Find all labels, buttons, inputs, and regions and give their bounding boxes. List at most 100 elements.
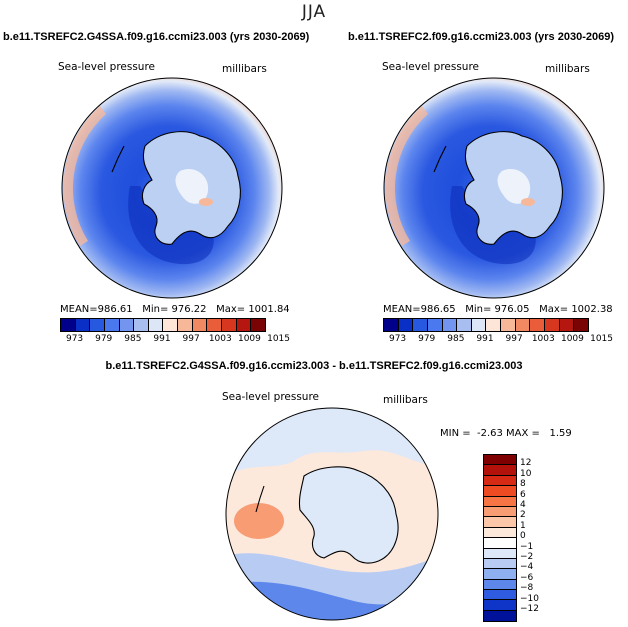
panel-2-min-label: Min= xyxy=(465,304,492,315)
panel-2-plateau-shade xyxy=(497,168,531,204)
diff-colorbar-tick-label: 4 xyxy=(520,500,526,510)
diff-colorbar-tick-label: −10 xyxy=(520,593,539,604)
panel-2-polar-map xyxy=(383,77,605,299)
panel-2-stats: MEAN=986.65 Min= 976.05 Max= 1002.38 xyxy=(383,304,613,315)
panel-2-colorbar-swatch xyxy=(501,319,516,331)
diff-colorbar-tick-label: 0 xyxy=(520,531,526,542)
diff-colorbar-swatch xyxy=(484,600,516,611)
panel-2-colorbar-swatch xyxy=(545,319,560,331)
panel-2-colorbar-swatch xyxy=(457,319,472,331)
panel-2-colorbar xyxy=(383,318,589,332)
diff-colorbar-tick-label: 12 xyxy=(520,458,532,469)
panel-2-variable: Sea-level pressure xyxy=(382,61,480,73)
panel-2-colorbar-swatch xyxy=(515,319,531,331)
diff-panel-title: b.e11.TSREFC2.G4SSA.f09.g16.ccmi23.003 -… xyxy=(105,360,523,372)
diff-panel-variable: Sea-level pressure xyxy=(222,391,320,403)
diff-negative-north xyxy=(226,408,438,476)
diff-colorbar-tick-label: 6 xyxy=(520,489,526,500)
panel-2-colorbar-tick-label: 985 xyxy=(447,334,465,344)
panel-1-colorbar-tick-label: 997 xyxy=(182,334,200,344)
diff-colorbar-swatch xyxy=(484,486,516,497)
panel-1-colorbar-tick-label: 979 xyxy=(95,334,113,344)
diff-colorbar-swatch xyxy=(484,465,516,476)
season-title: JJA xyxy=(301,2,327,22)
panel-1-stats: MEAN=986.61 Min= 976.22 Max= 1001.84 xyxy=(60,304,290,315)
panel-1-min: 976.22 xyxy=(171,304,207,315)
panel-2-peninsula xyxy=(433,145,447,173)
diff-colorbar-tick-label: 2 xyxy=(520,510,526,521)
diff-colorbar-swatch xyxy=(484,590,516,601)
diff-colorbar-swatch xyxy=(484,475,516,487)
panel-1-max-label: Max= xyxy=(216,304,246,315)
panel-1-colorbar-tick-label: 973 xyxy=(65,334,84,344)
panel-2-colorbar-tick-label: 1015 xyxy=(590,334,614,344)
panel-2-colorbar-swatch xyxy=(398,319,414,331)
panel-2-title: b.e11.TSREFC2.f09.g16.ccmi23.003 (yrs 20… xyxy=(348,31,614,43)
panel-1-colorbar-swatch xyxy=(222,319,237,331)
diff-colorbar-swatch xyxy=(484,569,516,580)
panel-2-colorbar-swatch xyxy=(442,319,458,331)
panel-2-min: 976.05 xyxy=(494,304,530,315)
diff-colorbar-swatch xyxy=(484,538,516,549)
panel-2-colorbar-swatch xyxy=(530,319,546,331)
panel-1-colorbar-swatch xyxy=(134,319,149,331)
diff-colorbar-tick-label: 8 xyxy=(520,479,526,490)
diff-colorbar-tick-label: −4 xyxy=(520,562,534,573)
diff-colorbar-swatch xyxy=(484,455,516,466)
panel-2-colorbar-swatch xyxy=(427,319,443,331)
panel-1-min-label: Min= xyxy=(142,304,169,315)
panel-1-colorbar-swatch xyxy=(119,319,135,331)
panel-2-colorbar-tick-label: 973 xyxy=(388,334,407,344)
panel-1-units: millibars xyxy=(222,63,267,75)
panel-2-high-spot xyxy=(521,198,535,206)
diff-polar-map xyxy=(225,407,439,621)
panel-1-colorbar-swatch xyxy=(178,319,193,331)
diff-colorbar-tick-label: 1 xyxy=(520,520,526,531)
diff-colorbar-tick-label: −2 xyxy=(520,552,534,562)
panel-2-colorbar-tick-label: 1009 xyxy=(560,334,584,344)
panel-1-colorbar-tick-label: 991 xyxy=(153,334,171,344)
diff-colorbar xyxy=(483,454,517,623)
diff-positive-west xyxy=(234,503,284,539)
panel-2-colorbar-tick-label: 1003 xyxy=(531,334,555,344)
diff-colorbar-tick-label: 10 xyxy=(520,468,532,479)
panel-2-colorbar-swatch xyxy=(384,319,399,331)
diff-max-label: MAX = xyxy=(506,428,540,439)
panel-1-plateau-shade xyxy=(175,168,209,204)
diff-colorbar-tick-label: −12 xyxy=(520,604,539,614)
panel-2-colorbar-tick-label: 997 xyxy=(505,334,523,344)
panel-1-colorbar-swatch xyxy=(148,319,164,331)
diff-colorbar-swatch xyxy=(484,610,516,622)
diff-colorbar-swatch xyxy=(484,496,516,507)
panel-1-colorbar-swatch xyxy=(192,319,208,331)
panel-1-variable: Sea-level pressure xyxy=(58,61,156,73)
diff-colorbar-tick-label: −8 xyxy=(520,583,534,594)
panel-2-colorbar-swatch xyxy=(471,319,487,331)
panel-1-title: b.e11.TSREFC2.G4SSA.f09.g16.ccmi23.003 (… xyxy=(3,31,310,43)
panel-2-colorbar-swatch xyxy=(574,319,588,331)
panel-2-colorbar-tick-label: 991 xyxy=(476,334,494,344)
panel-1-colorbar-tick-label: 1009 xyxy=(237,334,261,344)
panel-2-colorbar-tick-label: 979 xyxy=(418,334,436,344)
panel-1-colorbar-swatch xyxy=(61,319,76,331)
panel-1-max: 1001.84 xyxy=(248,304,290,315)
diff-colorbar-ticks: 12 10 8 6 4 2 1 0 −1 −2 −4 −6 −8 −10 −12 xyxy=(520,454,560,624)
panel-1-polar-map xyxy=(61,77,283,299)
panel-1-colorbar-swatch xyxy=(236,319,252,331)
panel-1-colorbar-tick-label: 1003 xyxy=(208,334,232,344)
panel-1-colorbar-ticks: 973 979 985 991 997 1003 1009 1015 xyxy=(60,334,290,346)
diff-colorbar-swatch xyxy=(484,558,516,570)
panel-1-colorbar-swatch xyxy=(163,319,179,331)
panel-1-colorbar-swatch xyxy=(75,319,91,331)
panel-1-colorbar-swatch xyxy=(207,319,223,331)
panel-1-mean: 986.61 xyxy=(97,304,133,315)
diff-colorbar-tick-label: −1 xyxy=(520,541,534,552)
diff-antarctica xyxy=(298,466,399,564)
panel-2-mean-label: MEAN= xyxy=(383,304,421,315)
panel-1-colorbar-tick-label: 985 xyxy=(124,334,142,344)
diff-colorbar-swatch xyxy=(484,579,516,591)
panel-1-high-spot xyxy=(199,198,213,206)
diff-colorbar-tick-label: −6 xyxy=(520,572,534,583)
panel-1-peninsula xyxy=(111,145,125,173)
panel-2-max-label: Max= xyxy=(539,304,569,315)
